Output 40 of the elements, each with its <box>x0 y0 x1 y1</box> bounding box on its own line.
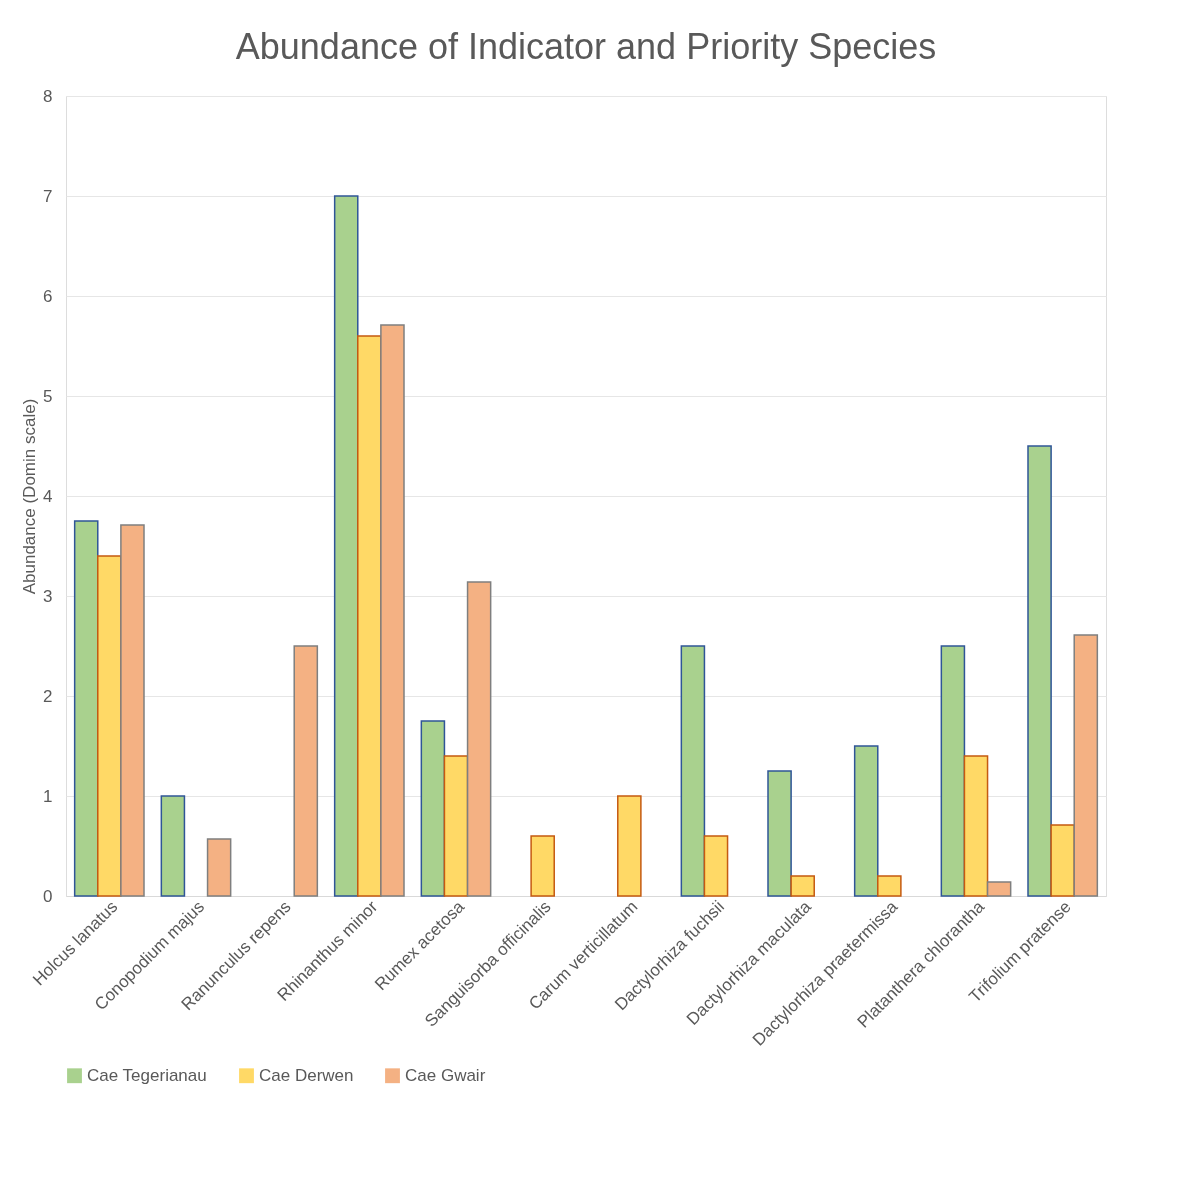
y-tick-label: 3 <box>43 586 53 606</box>
bar <box>420 720 446 897</box>
chart-title: Abundance of Indicator and Priority Species <box>235 26 937 67</box>
y-tick-label: 8 <box>43 86 53 106</box>
y-axis-title: Abundance (Domin scale) <box>20 398 40 595</box>
bar <box>680 645 706 897</box>
y-tick-label: 7 <box>43 186 53 206</box>
bar <box>97 555 122 897</box>
bar <box>333 195 359 897</box>
bar <box>160 795 186 897</box>
bar <box>466 581 492 897</box>
bar <box>790 875 815 897</box>
bar <box>206 838 232 897</box>
bar <box>120 524 145 897</box>
legend-label: Cae Gwair <box>405 1065 486 1085</box>
bar <box>1027 445 1052 897</box>
bar <box>963 755 989 897</box>
bar <box>357 335 382 897</box>
bar <box>617 795 642 897</box>
bar <box>1050 824 1075 897</box>
bar <box>853 745 879 897</box>
bar <box>1073 634 1099 897</box>
bar <box>877 875 902 897</box>
y-tick-label: 6 <box>43 286 53 306</box>
bar <box>530 835 555 897</box>
y-tick-label: 2 <box>43 686 53 706</box>
bar <box>986 881 1012 897</box>
bar <box>380 324 405 897</box>
y-tick-label: 1 <box>43 786 53 806</box>
y-tick-label: 5 <box>43 386 53 406</box>
bar <box>703 835 729 897</box>
legend-label: Cae Tegerianau <box>87 1065 207 1085</box>
y-tick-label: 0 <box>43 886 53 906</box>
bar <box>73 520 99 897</box>
legend-label: Cae Derwen <box>259 1065 354 1085</box>
bar <box>940 645 966 897</box>
bar <box>293 645 319 897</box>
bar <box>443 755 469 897</box>
y-tick-label: 4 <box>43 486 53 506</box>
bar <box>767 770 792 897</box>
